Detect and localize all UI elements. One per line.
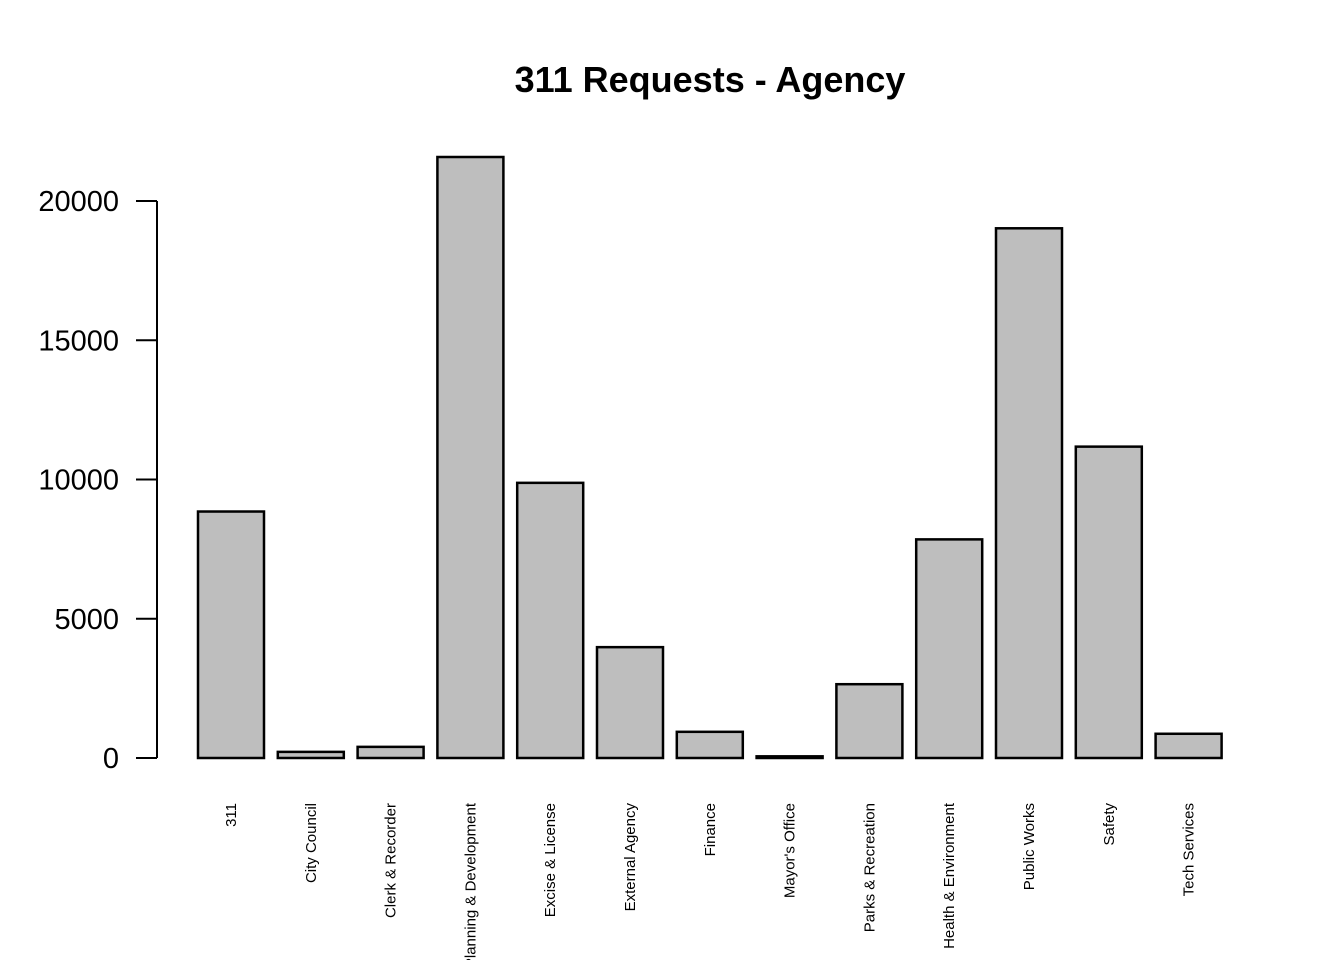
bar xyxy=(1074,445,1144,760)
bar xyxy=(436,155,505,760)
bar xyxy=(356,745,425,760)
bar xyxy=(994,227,1064,760)
bar xyxy=(1154,732,1223,760)
chart-title: 311 Requests - Agency xyxy=(515,59,906,100)
y-axis-ticks: 0 5000 10000 15000 20000 xyxy=(38,186,157,775)
bar xyxy=(914,538,984,760)
y-tick-label: 20000 xyxy=(38,186,119,218)
x-tick-label: External Agency xyxy=(622,803,639,912)
bar xyxy=(595,645,665,760)
y-tick-label: 15000 xyxy=(38,325,119,357)
bar xyxy=(675,730,745,760)
x-tick-label: Mayor's Office xyxy=(782,803,799,898)
bars xyxy=(196,155,1223,760)
x-axis-labels: 311 City Council Clerk & Recorder Planning … xyxy=(223,802,1198,960)
x-tick-label: Public Works xyxy=(1021,803,1038,890)
bar xyxy=(755,755,824,760)
x-tick-label: 311 xyxy=(223,803,240,827)
x-tick-label: Finance xyxy=(702,803,719,856)
y-tick-label: 5000 xyxy=(54,604,119,636)
bar xyxy=(276,750,346,760)
x-tick-label: Health & Environment xyxy=(941,802,958,949)
x-tick-label: Parks & Recreation xyxy=(861,803,878,932)
bar xyxy=(835,682,904,760)
x-tick-label: City Council xyxy=(303,803,320,883)
bar xyxy=(196,510,266,760)
x-tick-label: Excise & License xyxy=(542,803,559,917)
x-tick-label: Tech Services xyxy=(1181,803,1198,896)
x-tick-label: Clerk & Recorder xyxy=(383,803,400,918)
y-tick-label: 0 xyxy=(103,743,119,775)
x-tick-label: Planning & Development xyxy=(462,802,479,960)
x-tick-label: Safety xyxy=(1101,803,1118,846)
y-tick-label: 10000 xyxy=(38,465,119,497)
bar xyxy=(515,481,585,760)
